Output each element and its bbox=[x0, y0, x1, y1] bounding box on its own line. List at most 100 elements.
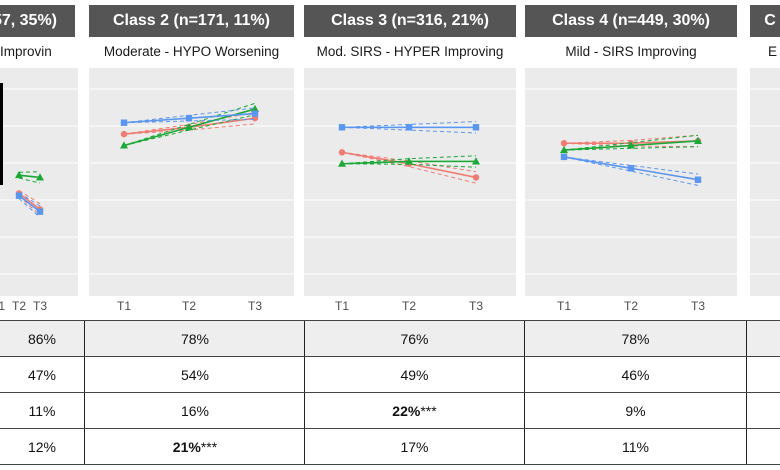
cell-value: 54% bbox=[180, 366, 210, 383]
cell-value: 16% bbox=[180, 402, 210, 419]
class-subtitle-5: E bbox=[768, 44, 778, 59]
table-cell: 22% *** bbox=[305, 393, 525, 428]
ci-line-blue bbox=[341, 121, 477, 128]
class-header-3: Class 3 (n=316, 21%) bbox=[304, 5, 516, 37]
marker-green bbox=[251, 104, 259, 113]
class-header-5: C bbox=[750, 5, 780, 37]
class-header-1: 57, 35%) bbox=[0, 5, 75, 37]
x-tick-label: T3 bbox=[468, 299, 484, 313]
table-cell bbox=[747, 429, 780, 464]
ci-line-green bbox=[563, 134, 699, 151]
series-line-blue bbox=[18, 195, 41, 213]
marker-blue bbox=[185, 114, 193, 122]
trajectory-svg-3 bbox=[304, 88, 516, 275]
marker-blue bbox=[560, 153, 568, 161]
trajectory-svg-5 bbox=[750, 88, 780, 275]
table-cell: 54% bbox=[86, 357, 305, 392]
ci-line-blue bbox=[18, 198, 41, 218]
cell-value: 49% bbox=[400, 366, 429, 383]
ci-line-red bbox=[341, 151, 477, 184]
significance-stars: *** bbox=[420, 402, 437, 419]
cell-value: 46% bbox=[621, 366, 650, 383]
class-subtitle-2: Moderate - HYPO Worsening bbox=[103, 44, 280, 59]
x-tick-label: T3 bbox=[247, 299, 263, 313]
ci-line-red bbox=[563, 142, 699, 148]
x-tick-label: T2 bbox=[181, 299, 197, 313]
marker-green bbox=[694, 136, 702, 144]
marker-green bbox=[627, 141, 635, 149]
significant-value: 21% bbox=[172, 438, 201, 455]
series-line-green bbox=[18, 174, 41, 179]
table-row-shade bbox=[0, 321, 780, 356]
table-cell: 86% bbox=[0, 321, 85, 356]
trajectory-svg-1 bbox=[0, 88, 78, 275]
marker-green bbox=[185, 123, 193, 131]
table-cell bbox=[747, 393, 780, 428]
ci-line-green bbox=[341, 163, 477, 168]
cell-value: 12% bbox=[27, 438, 57, 455]
series-line-red bbox=[18, 192, 41, 210]
table-cell bbox=[747, 357, 780, 392]
marker-red bbox=[338, 149, 346, 156]
table-top-border bbox=[0, 320, 780, 321]
ci-line-blue bbox=[563, 156, 699, 175]
cell-value: 47% bbox=[27, 366, 57, 383]
marker-blue bbox=[627, 165, 635, 172]
marker-blue bbox=[120, 119, 128, 126]
ci-line-green bbox=[563, 146, 699, 151]
marker-blue bbox=[338, 124, 346, 131]
significance-stars: *** bbox=[200, 438, 218, 455]
marker-green bbox=[405, 157, 413, 165]
table-cell: 9% bbox=[525, 393, 747, 428]
class-header-2: Class 2 (n=171, 11%) bbox=[89, 5, 294, 37]
table-cell: 78% bbox=[86, 321, 305, 356]
cell-value: 11% bbox=[28, 402, 56, 419]
table-cell: 46% bbox=[525, 357, 747, 392]
class-subtitle-3: Mod. SIRS - HYPER Improving bbox=[316, 44, 504, 59]
trajectory-panel-5 bbox=[750, 68, 780, 296]
cell-value: 78% bbox=[180, 330, 210, 347]
ci-line-green bbox=[18, 171, 41, 173]
class-subtitle-1: Improving bbox=[0, 44, 52, 59]
marker-red bbox=[560, 140, 568, 147]
trajectory-svg-2 bbox=[89, 88, 294, 275]
trajectory-svg-4 bbox=[525, 88, 737, 275]
marker-blue bbox=[36, 208, 44, 215]
cell-value: 78% bbox=[621, 330, 650, 347]
ci-line-green bbox=[18, 177, 41, 184]
table-cell: 47% bbox=[0, 357, 85, 392]
cell-value: 76% bbox=[400, 330, 429, 347]
marker-green bbox=[120, 141, 128, 149]
class-header-4: Class 4 (n=449, 30%) bbox=[525, 5, 737, 37]
class-subtitle-4: Mild - SIRS Improving bbox=[565, 44, 697, 59]
trajectory-panel-1 bbox=[0, 68, 78, 296]
trajectory-panel-2 bbox=[89, 68, 294, 296]
table-cell: 78% bbox=[525, 321, 747, 356]
table-cell: 11% bbox=[525, 429, 747, 464]
ci-line-blue bbox=[341, 126, 477, 134]
x-tick-label: T1 bbox=[334, 299, 350, 313]
table-row-border bbox=[0, 428, 780, 429]
table-row-border bbox=[0, 392, 780, 393]
table-row-border bbox=[0, 464, 780, 465]
x-tick-label: T1 bbox=[0, 299, 6, 313]
table-cell: 17% bbox=[305, 429, 525, 464]
x-tick-label: T2 bbox=[401, 299, 417, 313]
table-cell: 12% bbox=[0, 429, 85, 464]
trajectory-panel-3 bbox=[304, 68, 516, 296]
x-tick-label: T3 bbox=[32, 299, 48, 313]
marker-red bbox=[472, 174, 480, 181]
marker-blue bbox=[472, 124, 480, 131]
marker-blue bbox=[405, 124, 413, 131]
x-tick-label: T1 bbox=[556, 299, 572, 313]
marker-green bbox=[15, 170, 23, 179]
table-cell: 49% bbox=[305, 357, 525, 392]
cell-value: 9% bbox=[625, 402, 646, 419]
ci-line-red bbox=[18, 195, 41, 216]
marker-blue bbox=[694, 176, 702, 183]
table-cell: 11% bbox=[0, 393, 85, 428]
marker-green bbox=[338, 159, 346, 167]
marker-green bbox=[472, 157, 480, 165]
x-tick-label: T2 bbox=[623, 299, 639, 313]
table-cell: 16% bbox=[86, 393, 305, 428]
